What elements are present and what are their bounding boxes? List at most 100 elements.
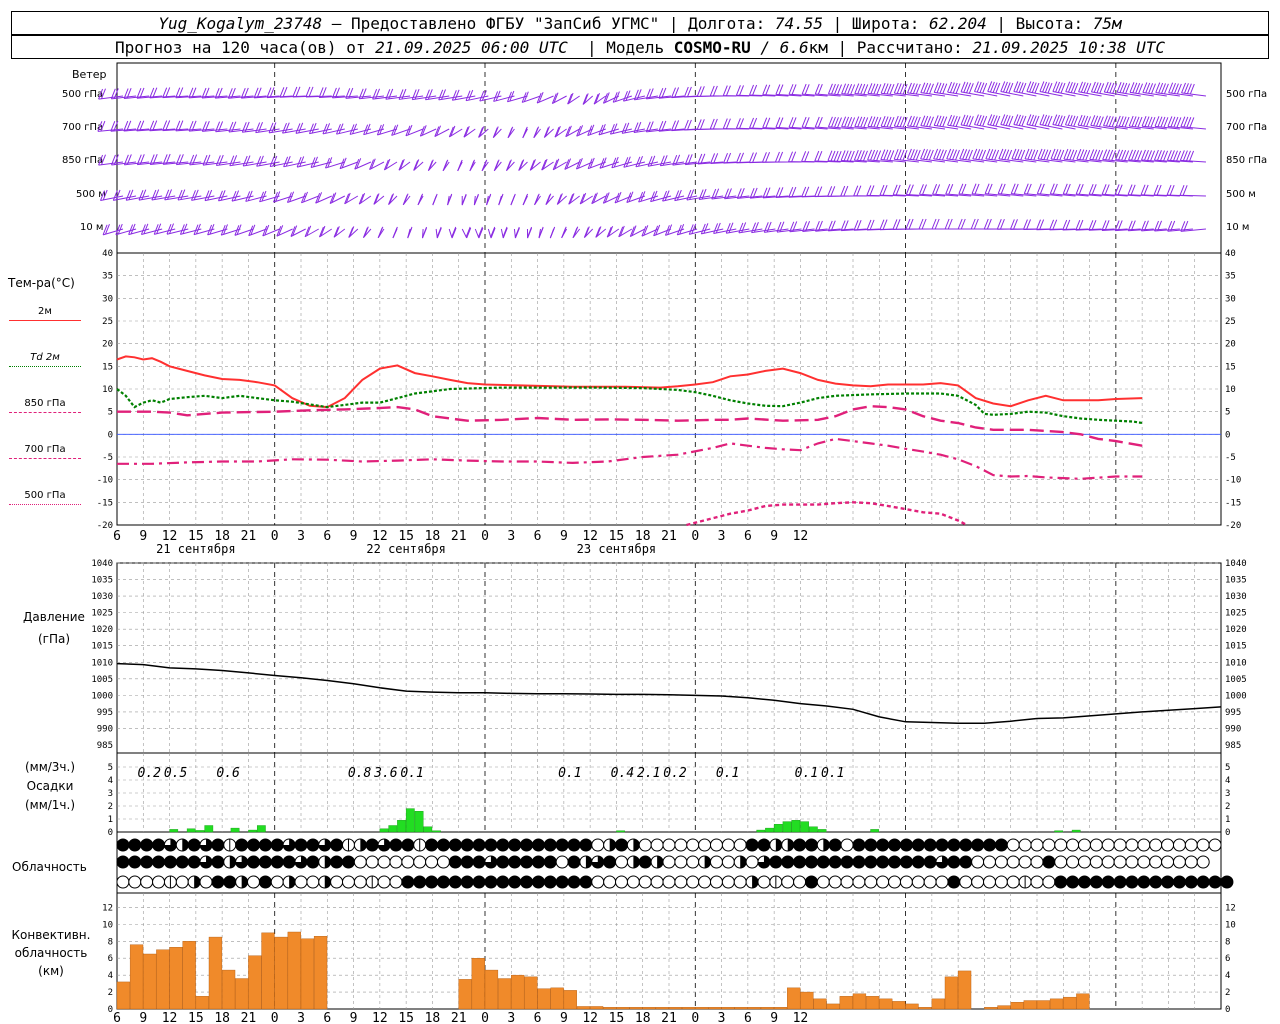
wind-barb-flag <box>389 193 395 204</box>
hour-tick-conv: 9 <box>560 1011 568 1024</box>
wind-barb-flag <box>247 190 253 201</box>
wind-barb-flag <box>638 156 643 167</box>
cloud-circle <box>1137 875 1151 889</box>
wind-barb-flag <box>879 184 885 196</box>
wind-barb-staff <box>947 91 972 97</box>
wind-barb-flag <box>1167 116 1173 127</box>
wind-barb-flag <box>933 115 939 126</box>
wind-barb <box>736 187 763 199</box>
cloud-circle <box>472 855 486 869</box>
cloud-symbol <box>852 855 866 869</box>
cloud-symbol <box>947 838 961 852</box>
wind-barb-flag <box>876 117 882 128</box>
wind-barb-flag <box>1170 116 1176 127</box>
wind-barb-staff <box>215 128 241 133</box>
wind-barb-flag <box>1118 116 1124 127</box>
wind-barb <box>1013 81 1037 97</box>
wind-barb-flag <box>1080 115 1086 126</box>
wind-barb-flag <box>292 225 298 236</box>
precip-bar <box>1071 829 1081 833</box>
temp-tick-right: -20 <box>1225 521 1241 531</box>
wind-barb-flag <box>1031 82 1037 93</box>
cloud-circle <box>769 855 783 869</box>
pres-tick-left: 990 <box>97 724 113 734</box>
wind-barb-flag <box>568 194 574 205</box>
wind-barb-flag <box>451 226 457 238</box>
wind-barb <box>162 153 189 165</box>
wind-barb <box>1064 114 1089 130</box>
cloud-circle <box>425 855 439 869</box>
wind-barb-staff <box>229 161 254 167</box>
wind-barb-flag <box>918 218 924 230</box>
wind-barb-flag <box>1075 219 1081 231</box>
wind-barb <box>100 189 124 202</box>
pres-tick-right: 1000 <box>1225 691 1247 701</box>
wind-barb-flag <box>1098 150 1104 161</box>
cloud-symbol <box>603 855 617 869</box>
wind-barb-flag <box>600 123 606 135</box>
cloud-circle <box>294 838 308 852</box>
cloud-circle <box>1172 855 1186 869</box>
cloud-symbol <box>258 838 272 852</box>
cloud-circle <box>816 855 830 869</box>
wind-barb-flag <box>979 115 985 126</box>
cloud-symbol <box>163 855 177 869</box>
wind-barb <box>362 226 372 239</box>
wind-barb-flag <box>149 120 155 131</box>
wind-barb-flag <box>130 223 136 235</box>
hour-tick-temp: 12 <box>372 529 388 544</box>
cloud-symbol <box>876 838 890 852</box>
cloud-symbol <box>935 875 949 889</box>
wind-barb-flag <box>217 87 223 99</box>
cloud-symbol <box>1125 838 1139 852</box>
cloud-circle <box>876 838 890 852</box>
pres-tick-left: 1010 <box>91 658 113 668</box>
wind-barb-staff <box>245 195 267 202</box>
wind-barb-flag <box>1153 149 1159 161</box>
wind-barb <box>587 157 606 170</box>
wind-barb-flag <box>1183 220 1189 232</box>
wind-barb-staff <box>191 195 215 201</box>
wind-barb-flag <box>689 189 695 200</box>
cloud-symbol <box>353 855 367 869</box>
wind-barb-flag <box>922 184 927 195</box>
wind-barb-staff <box>867 125 893 130</box>
cloud-circle <box>947 838 961 852</box>
wind-barb-flag <box>167 189 172 200</box>
cloud-symbol <box>1149 875 1163 889</box>
wind-barb <box>498 193 504 206</box>
wind-barb-flag <box>1052 219 1058 230</box>
wind-level-850hpa-right: 850 гПа <box>1226 155 1268 166</box>
precip-bar <box>186 828 196 833</box>
wind-level-850hpa-left: 850 гПа <box>62 155 104 166</box>
wind-barb-flag <box>1173 83 1179 94</box>
wind-barb-flag <box>358 88 364 99</box>
wind-barb-flag <box>988 149 994 160</box>
wind-barb-flag <box>349 124 355 135</box>
precip-bar <box>800 821 809 833</box>
wind-barb <box>762 187 789 199</box>
cloud-symbol <box>294 838 308 852</box>
wind-barb-staff <box>633 128 659 134</box>
wind-barb <box>880 116 906 130</box>
wind-barb <box>465 89 489 102</box>
precip-total-label: 0.1 <box>821 766 844 781</box>
provider-text: — Предоставлено ФГБУ "ЗапСиб УГМС" | Дол… <box>322 13 775 33</box>
cloud-circle <box>959 838 973 852</box>
pres-tick-right: 995 <box>1225 708 1241 718</box>
cloud-symbol <box>769 875 783 889</box>
wind-barb <box>970 218 998 230</box>
prec-tick-right: 4 <box>1225 776 1230 786</box>
cloud-symbol <box>140 875 154 889</box>
wind-barb-flag <box>268 122 274 134</box>
cloud-symbol <box>674 875 688 889</box>
wind-barb-flag <box>999 219 1005 230</box>
wind-barb-flag <box>113 120 119 132</box>
wind-barb <box>259 190 280 203</box>
hour-tick-temp: 0 <box>691 529 699 544</box>
wind-barb-staff <box>282 128 306 134</box>
wind-barb <box>1090 81 1115 97</box>
wind-barb <box>958 183 985 197</box>
wind-barb <box>435 226 442 239</box>
wind-barb <box>214 87 241 99</box>
